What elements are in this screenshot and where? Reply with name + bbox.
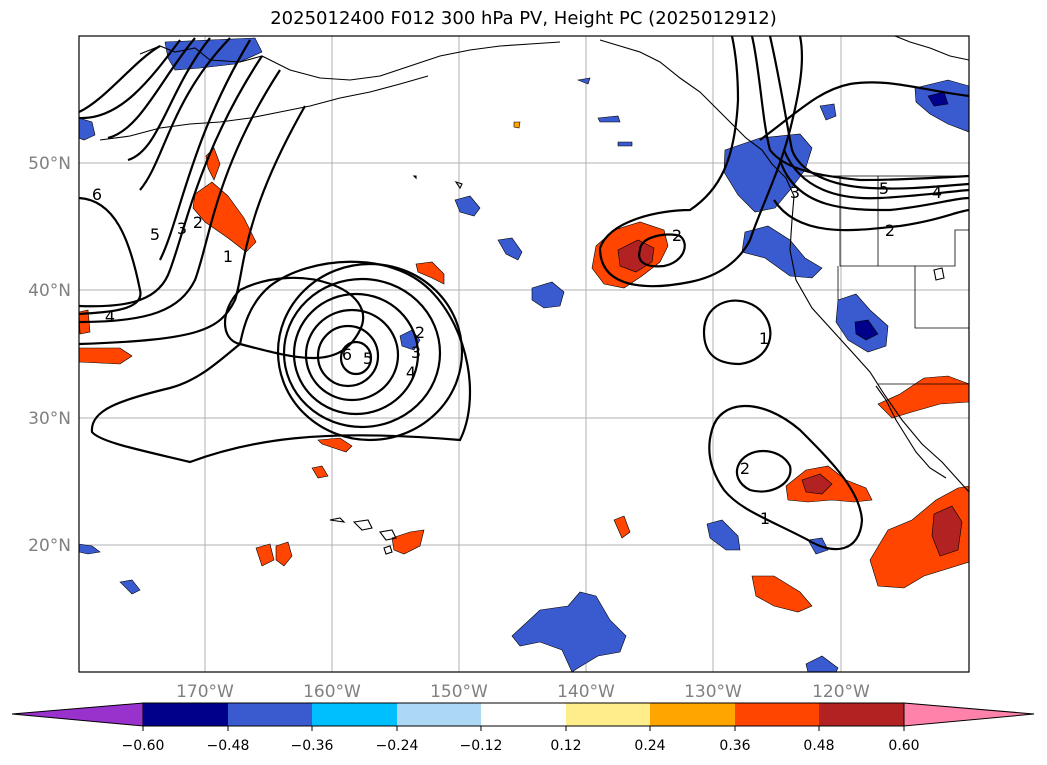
map-frame	[78, 35, 970, 673]
pv-patch	[706, 519, 741, 551]
lat-label: 50°N	[28, 154, 71, 174]
contour-label: 1	[760, 509, 770, 528]
pv-patch	[576, 77, 591, 85]
pv-patch	[513, 121, 521, 129]
colorbar-tick-labels: −0.60 −0.48 −0.36 −0.24 −0.12 0.12 0.24 …	[122, 738, 920, 754]
contour-label: 5	[150, 225, 160, 244]
pv-patch	[819, 103, 837, 121]
map-panel: 6 5 3 2 1 4 6 5 4 3 2 2 1 2 1 3 5 4 2	[79, 36, 969, 672]
coastlines	[99, 36, 969, 555]
contour-label: 5	[363, 349, 373, 368]
contour-label: 6	[342, 345, 352, 364]
pv-patch	[741, 225, 823, 279]
contour-label: 2	[672, 226, 682, 245]
gridlines	[79, 36, 969, 672]
lon-label: 140°W	[557, 682, 615, 702]
pv-patch	[79, 543, 101, 555]
lat-label: 40°N	[28, 281, 71, 301]
contour-label: 3	[411, 343, 421, 362]
lat-label: 20°N	[28, 536, 71, 556]
lon-label: 170°W	[176, 682, 234, 702]
pv-patch	[415, 261, 445, 285]
colorbar-high-extension	[903, 702, 1035, 727]
contour-label: 3	[790, 183, 800, 202]
pv-patch	[877, 375, 969, 419]
colorbar-tick-label: 0.12	[550, 738, 581, 754]
pv-patch	[255, 543, 275, 567]
colorbar-tick-label: 0.48	[803, 738, 834, 754]
colorbar-tick-label: 0.36	[719, 738, 750, 754]
lon-labels: 170°W 160°W 150°W 140°W 130°W 120°W	[176, 682, 870, 702]
pv-patch	[617, 141, 633, 147]
contour-label: 3	[177, 219, 187, 238]
pv-patch	[119, 579, 141, 595]
colorbar-tick-label: −0.24	[376, 738, 419, 754]
lat-labels: 50°N 40°N 30°N 20°N	[28, 154, 71, 556]
lon-label: 120°W	[812, 682, 870, 702]
pv-patch	[497, 237, 523, 261]
pv-patch	[391, 529, 425, 555]
contour-label: 6	[92, 185, 102, 204]
pv-patch	[454, 195, 481, 217]
pv-patch	[79, 117, 96, 141]
pv-patch	[801, 473, 833, 495]
colorbar-tick-label: −0.12	[460, 738, 503, 754]
pv-patch	[597, 115, 621, 123]
height-contours	[79, 36, 969, 551]
pv-patch	[854, 319, 879, 341]
pv-patch	[511, 591, 627, 672]
colorbar-bin	[228, 703, 312, 726]
lon-label: 160°W	[303, 682, 361, 702]
pv-patch	[723, 133, 813, 213]
colorbar-ticks	[142, 726, 905, 731]
map-background	[79, 36, 969, 672]
contour-label: 4	[406, 363, 416, 382]
pv-patch	[931, 505, 963, 557]
contour-labels: 6 5 3 2 1 4 6 5 4 3 2 2 1 2 1 3 5 4 2	[92, 179, 942, 528]
positive-pv-shading	[79, 121, 969, 613]
contour-label: 2	[193, 213, 203, 232]
colorbar-bin	[397, 703, 481, 726]
pv-patch	[192, 181, 257, 253]
contour-label: 5	[879, 179, 889, 198]
colorbar-bin	[312, 703, 397, 726]
pv-patch	[79, 347, 133, 365]
pv-patch	[531, 281, 565, 309]
pv-patch	[927, 91, 949, 107]
pv-patch	[317, 437, 353, 453]
contour-label: 4	[932, 183, 942, 202]
colorbar-low-extension	[11, 702, 144, 727]
map-title: 2025012400 F012 300 hPa PV, Height PC (2…	[270, 8, 777, 29]
colorbar-tick-label: 0.60	[888, 738, 919, 754]
colorbar: −0.60 −0.48 −0.36 −0.24 −0.12 0.12 0.24 …	[11, 702, 1035, 754]
pv-patch	[805, 655, 839, 672]
contour-label: 2	[885, 221, 895, 240]
contour-label: 1	[223, 247, 233, 266]
contour-label: 4	[105, 307, 115, 326]
colorbar-tick-label: −0.60	[122, 738, 165, 754]
contour-label: 1	[759, 329, 769, 348]
colorbar-tick-label: −0.36	[291, 738, 334, 754]
pv-patch	[613, 515, 631, 539]
colorbar-tick-label: 0.24	[634, 738, 665, 754]
contour-label: 2	[415, 323, 425, 342]
lon-label: 150°W	[430, 682, 488, 702]
lon-label: 130°W	[684, 682, 742, 702]
colorbar-tick-label: −0.48	[207, 738, 250, 754]
colorbar-bin	[735, 703, 819, 726]
colorbar-bin	[566, 703, 650, 726]
contour-label: 2	[740, 459, 750, 478]
colorbar-bin	[650, 703, 735, 726]
pv-patch	[751, 575, 813, 613]
colorbar-bin	[819, 703, 904, 726]
colorbar-bin	[481, 703, 566, 726]
pv-patch	[311, 465, 329, 479]
colorbar-bin	[143, 703, 228, 726]
lat-label: 30°N	[28, 409, 71, 429]
pv-patch	[275, 541, 293, 567]
